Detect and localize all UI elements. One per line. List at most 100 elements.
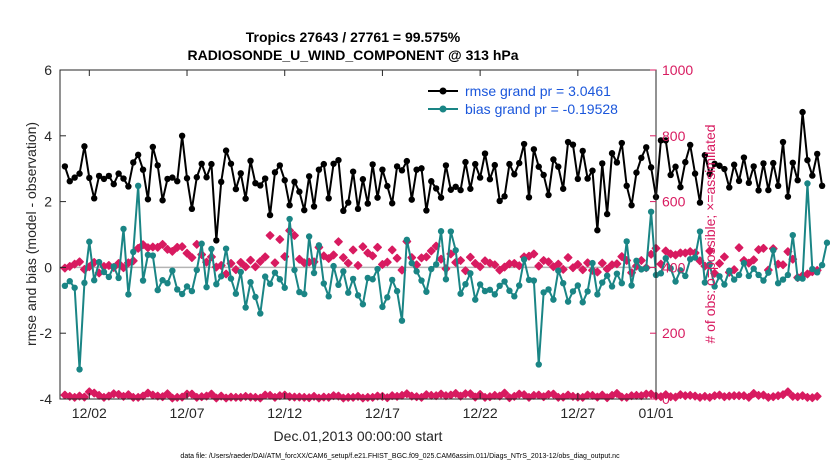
bias-series-point	[750, 265, 757, 272]
rmse-series-point	[242, 195, 249, 202]
bias-series-point	[755, 271, 762, 279]
obs-possible-point	[798, 391, 807, 401]
rmse-series-point	[232, 185, 240, 193]
bias-series-point	[159, 277, 166, 284]
bias-series-point	[701, 279, 709, 286]
obs-possible-point	[207, 389, 216, 399]
legend-rmse-marker	[439, 87, 447, 95]
bias-series-point	[86, 238, 93, 245]
obs-assimilated-point	[456, 256, 465, 265]
bias-series-point	[286, 215, 293, 223]
bias-series-point	[535, 361, 542, 368]
obs-assimilated-point	[294, 254, 304, 264]
bias-series-point	[799, 275, 806, 282]
rmse-series-point	[169, 174, 176, 181]
left-y-tick-label: 2	[44, 194, 52, 210]
bias-series-point	[305, 233, 313, 240]
rmse-series-point	[623, 182, 630, 190]
bias-series-point	[545, 286, 552, 293]
rmse-series-point	[100, 175, 108, 183]
bias-series-point	[706, 261, 713, 268]
rmse-series-point	[716, 162, 723, 169]
obs-possible-point	[812, 391, 822, 401]
rmse-series-point	[218, 178, 225, 186]
left-y-tick-label: 0	[44, 259, 52, 275]
rmse-series-point	[359, 176, 367, 183]
rmse-series-point	[188, 205, 196, 213]
obs-assimilated-point	[265, 231, 275, 240]
rmse-series-point	[799, 108, 806, 116]
axes-layer: 12/02 12/07 12/12 12/17 12/22 12/27 01/01 -4 -2 0…	[40, 62, 694, 421]
rmse-series-point	[447, 186, 455, 193]
rmse-series-point	[462, 158, 469, 166]
bias-series-point	[359, 301, 367, 308]
rmse-series-point	[257, 182, 264, 189]
rmse-series-point	[721, 165, 728, 173]
rmse-series-point	[203, 174, 210, 181]
bias-series-point	[599, 279, 606, 286]
bias-series-point	[442, 276, 450, 283]
rmse-series-point	[164, 175, 171, 183]
rmse-series-point	[452, 183, 459, 190]
obs-assimilated-point	[329, 250, 338, 260]
rmse-series-point	[61, 163, 69, 170]
bias-series-point	[667, 265, 674, 272]
obs-assimilated-point	[759, 243, 768, 253]
bias-series-point	[266, 280, 274, 288]
rmse-series-point	[81, 143, 88, 150]
rmse-series-point	[213, 237, 220, 244]
x-tick-label: 12/02	[72, 405, 107, 421]
left-y-tick-label: 6	[44, 62, 52, 78]
bias-series-point	[638, 266, 645, 273]
obs-assimilated-point	[260, 252, 270, 262]
rmse-series-point	[740, 154, 748, 161]
x-tick-label: 01/01	[638, 405, 673, 421]
bias-series-point	[696, 228, 704, 235]
obs-assimilated-point	[348, 245, 358, 255]
bias-series-point	[218, 273, 225, 280]
bias-series-point	[804, 180, 811, 187]
bias-series-point	[623, 238, 630, 245]
x-tick-label: 12/27	[560, 405, 595, 421]
bias-series-point	[814, 269, 821, 276]
bias-series-point	[178, 290, 186, 298]
right-y-tick-label: 200	[662, 325, 686, 341]
rmse-series-point	[574, 175, 582, 183]
bias-series-point	[125, 291, 132, 298]
obs-assimilated-point	[75, 257, 84, 267]
rmse-series-point	[540, 171, 547, 179]
obs-possible-point	[123, 390, 133, 400]
rmse-series-point	[506, 160, 513, 168]
rmse-series-point	[608, 150, 616, 157]
bias-series-point	[335, 281, 342, 289]
bias-series-point	[525, 276, 533, 284]
rmse-series-point	[691, 170, 699, 177]
bias-series-point	[472, 296, 479, 303]
rmse-series-point	[388, 200, 396, 207]
bias-series-point	[559, 279, 567, 287]
x-axis-label: Dec.01,2013 00:00:00 start	[274, 428, 443, 444]
bias-series-point	[183, 283, 191, 290]
rmse-series-point	[603, 210, 611, 218]
x-tick-label: 12/12	[267, 405, 302, 421]
obs-assimilated-point	[270, 258, 280, 268]
rmse-series-point	[413, 166, 420, 173]
obs-possible-point	[500, 388, 509, 398]
rmse-series-point	[154, 162, 161, 169]
bias-series-point	[379, 303, 386, 311]
obs-assimilated-point	[324, 254, 334, 263]
obs-assimilated-point	[343, 258, 353, 268]
bias-series-point	[686, 255, 694, 263]
rmse-series-point	[330, 160, 337, 167]
bias-series-point	[301, 290, 308, 298]
rmse-series-point	[325, 195, 332, 202]
left-y-tick-label: -4	[40, 391, 53, 407]
rmse-series-point	[76, 170, 83, 177]
right-y-tick-label: 400	[662, 259, 686, 275]
bias-series-point	[398, 317, 406, 324]
obs-assimilated-point	[475, 262, 485, 272]
bias-series-point	[452, 247, 459, 254]
bias-series-point	[633, 257, 640, 265]
bias-series-point	[496, 282, 503, 290]
bias-series-point	[550, 296, 557, 303]
